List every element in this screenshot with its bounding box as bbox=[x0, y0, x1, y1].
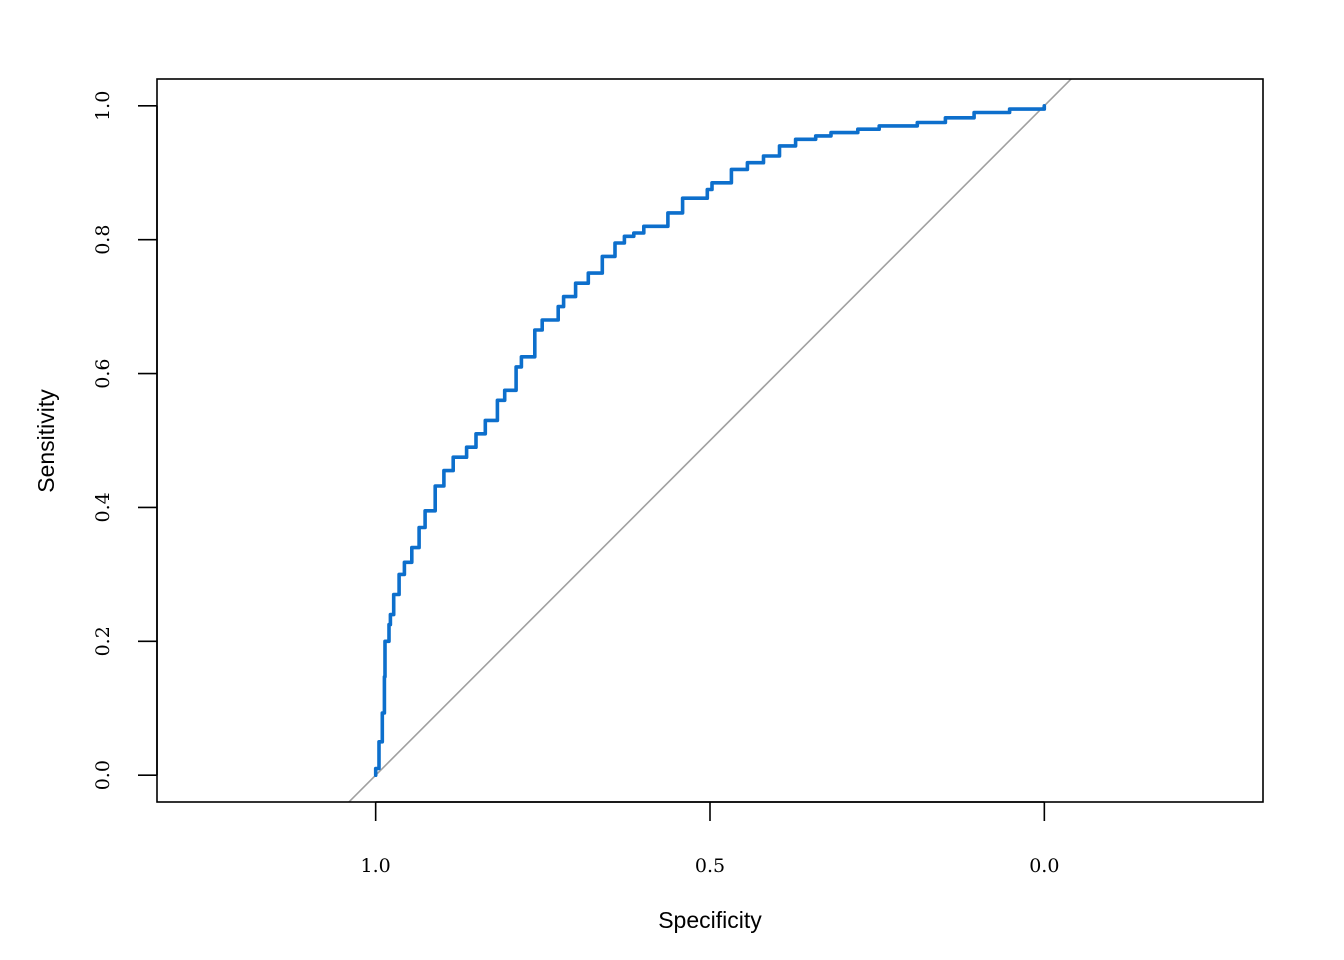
y-tick-label: 0.4 bbox=[92, 492, 114, 522]
reference-layer bbox=[347, 79, 1073, 802]
y-axis: 0.0 0.2 0.4 0.6 0.8 1.0 bbox=[92, 91, 158, 790]
y-axis-title: Sensitivity bbox=[33, 389, 59, 493]
y-tick-label: 0.0 bbox=[92, 760, 114, 790]
x-tick-label: 0.0 bbox=[1029, 855, 1059, 877]
y-tick-label: 0.6 bbox=[92, 358, 114, 388]
y-tick-label: 0.8 bbox=[92, 225, 114, 255]
series-layer bbox=[373, 104, 1047, 777]
roc-curve-line bbox=[373, 104, 1047, 777]
x-axis: 1.0 0.5 0.0 bbox=[361, 801, 1059, 877]
x-tick-label: 0.5 bbox=[695, 855, 725, 877]
x-axis-title: Specificity bbox=[658, 907, 762, 933]
x-tick-label: 1.0 bbox=[361, 855, 391, 877]
y-tick-label: 1.0 bbox=[92, 91, 114, 121]
reference-diagonal bbox=[347, 79, 1073, 802]
y-tick-label: 0.2 bbox=[92, 626, 114, 656]
